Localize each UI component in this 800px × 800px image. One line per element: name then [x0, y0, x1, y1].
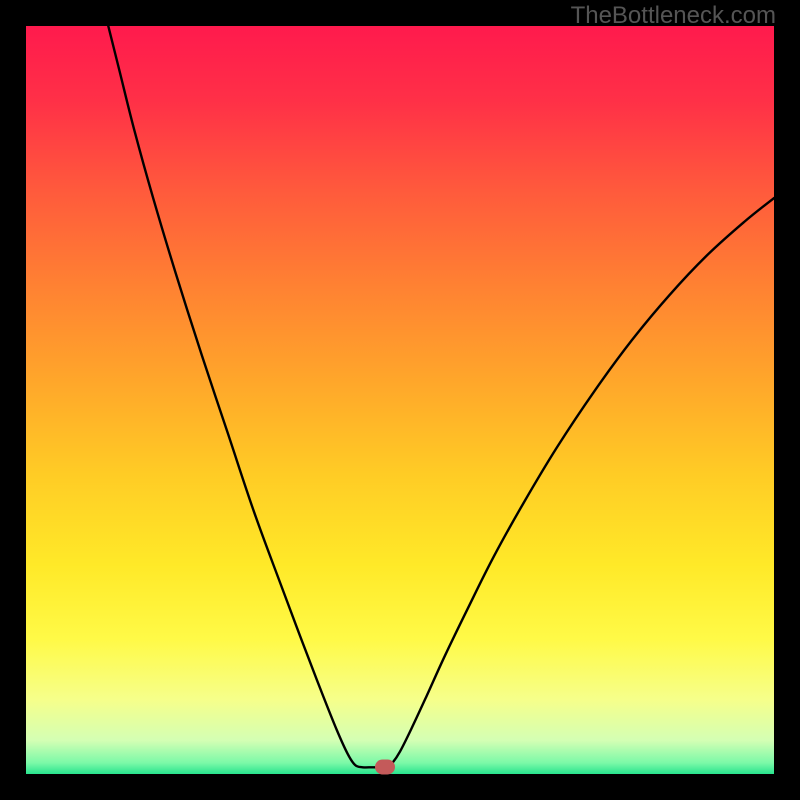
minimum-marker — [375, 760, 395, 775]
bottleneck-curve-right — [387, 198, 774, 767]
plot-area — [26, 26, 774, 774]
watermark-text: TheBottleneck.com — [571, 2, 776, 30]
bottleneck-curve-left — [108, 26, 387, 767]
curve-layer — [26, 26, 774, 774]
chart-container: TheBottleneck.com — [0, 0, 800, 800]
